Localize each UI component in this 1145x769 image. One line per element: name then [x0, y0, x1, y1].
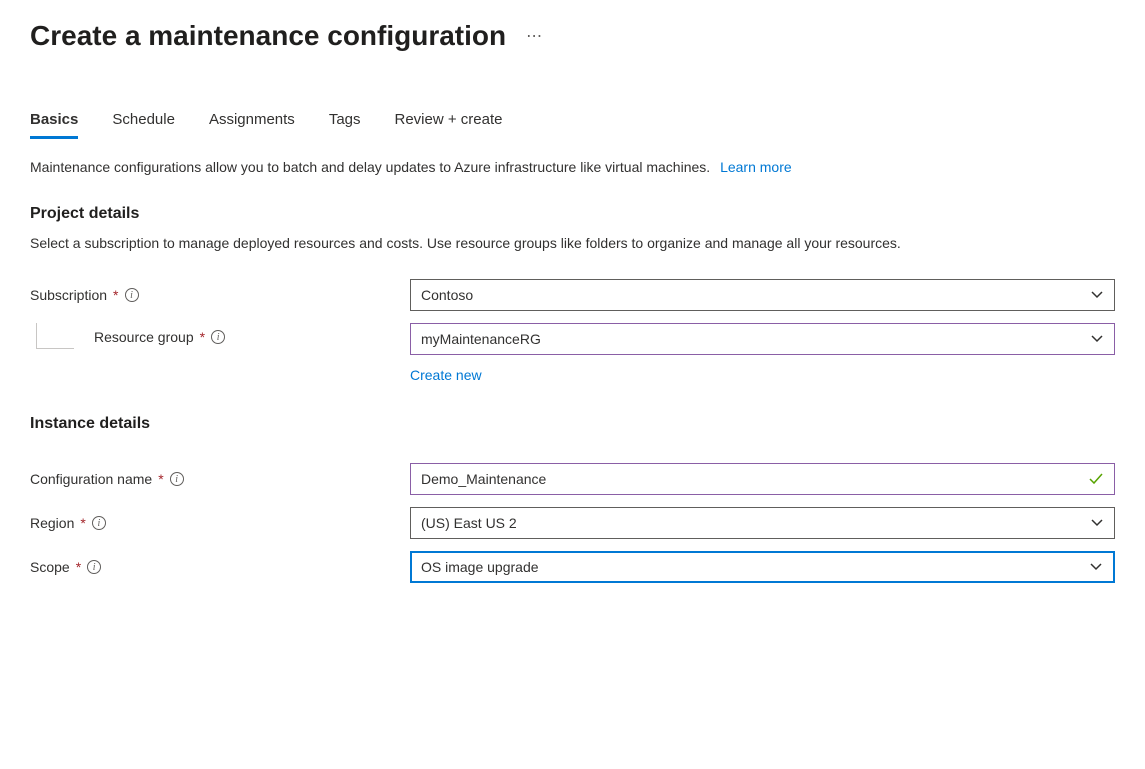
required-icon: * — [76, 559, 81, 575]
config-name-label: Configuration name — [30, 471, 152, 487]
required-icon: * — [113, 287, 118, 303]
intro-text: Maintenance configurations allow you to … — [30, 159, 1115, 175]
tab-assignments[interactable]: Assignments — [209, 107, 295, 139]
info-icon[interactable]: i — [125, 288, 139, 302]
project-details-heading: Project details — [30, 205, 1115, 223]
region-label: Region — [30, 515, 74, 531]
chevron-down-icon — [1089, 560, 1103, 574]
create-new-resource-group-link[interactable]: Create new — [410, 367, 482, 383]
check-icon — [1088, 471, 1104, 487]
config-name-input[interactable]: Demo_Maintenance — [410, 463, 1115, 495]
learn-more-link[interactable]: Learn more — [720, 159, 792, 175]
more-actions-icon[interactable]: ⋯ — [526, 26, 543, 46]
tab-review-create[interactable]: Review + create — [395, 107, 503, 139]
region-value: (US) East US 2 — [421, 515, 517, 531]
tabs-bar: Basics Schedule Assignments Tags Review … — [30, 107, 1115, 139]
chevron-down-icon — [1090, 332, 1104, 346]
chevron-down-icon — [1090, 516, 1104, 530]
required-icon: * — [200, 329, 205, 345]
tab-schedule[interactable]: Schedule — [112, 107, 175, 139]
resource-group-label: Resource group — [94, 329, 194, 345]
info-icon[interactable]: i — [211, 330, 225, 344]
scope-select[interactable]: OS image upgrade — [410, 551, 1115, 583]
tab-basics[interactable]: Basics — [30, 107, 78, 139]
resource-group-select[interactable]: myMaintenanceRG — [410, 323, 1115, 355]
info-icon[interactable]: i — [92, 516, 106, 530]
required-icon: * — [158, 471, 163, 487]
info-icon[interactable]: i — [170, 472, 184, 486]
required-icon: * — [80, 515, 85, 531]
resource-group-value: myMaintenanceRG — [421, 331, 541, 347]
info-icon[interactable]: i — [87, 560, 101, 574]
chevron-down-icon — [1090, 288, 1104, 302]
subscription-label: Subscription — [30, 287, 107, 303]
intro-body: Maintenance configurations allow you to … — [30, 159, 710, 175]
subscription-select[interactable]: Contoso — [410, 279, 1115, 311]
project-details-desc: Select a subscription to manage deployed… — [30, 233, 1115, 253]
scope-label: Scope — [30, 559, 70, 575]
page-title: Create a maintenance configuration — [30, 20, 506, 52]
subscription-value: Contoso — [421, 287, 473, 303]
config-name-value: Demo_Maintenance — [421, 471, 546, 487]
instance-details-heading: Instance details — [30, 415, 1115, 433]
tab-tags[interactable]: Tags — [329, 107, 361, 139]
indent-connector-icon — [36, 323, 74, 349]
scope-value: OS image upgrade — [421, 559, 539, 575]
region-select[interactable]: (US) East US 2 — [410, 507, 1115, 539]
